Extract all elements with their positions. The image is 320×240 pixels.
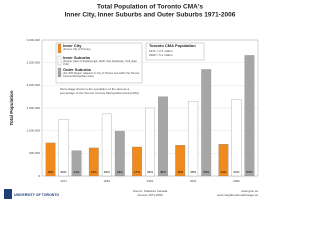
legend-swatch	[57, 43, 62, 54]
percent-label: 21%	[91, 170, 97, 174]
legend-swatch	[57, 67, 62, 78]
legend-description-box: (Former City of Toronto)	[63, 47, 91, 51]
percent-label: 14%	[220, 170, 226, 174]
legend-description: (Former City of Toronto)	[63, 47, 91, 51]
percent-label: 53%	[246, 170, 252, 174]
bar	[175, 145, 186, 177]
percent-label: 29%	[48, 170, 54, 174]
percent-label: 33%	[117, 170, 123, 174]
x-tick-label: 1991	[147, 179, 154, 183]
legend-description-box: (Former cities of Scarborough, North Yor…	[63, 59, 137, 66]
link: www.neighbourhoodchange.ca	[217, 193, 258, 197]
cma-line: 2006 = 5.1 million	[149, 53, 173, 57]
note-text: Percentage shown is the population of th…	[60, 88, 139, 95]
percent-label: 45%	[160, 170, 166, 174]
chart-subtitle: Inner City, Inner Suburbs and Outer Subu…	[65, 12, 236, 19]
legend-swatch	[57, 55, 62, 66]
y-tick-label: 1,000,000	[27, 128, 41, 132]
percent-label: 15%	[177, 170, 183, 174]
percent-label: 17%	[134, 170, 140, 174]
legend-label: Outer Suburbs	[63, 67, 92, 72]
percent-label: 21%	[74, 170, 80, 174]
percent-label: 50%	[203, 170, 209, 174]
x-tick-label: 2006	[233, 179, 240, 183]
note: Percentage shown is the population of th…	[60, 88, 139, 95]
percent-label: 35%	[190, 170, 196, 174]
y-tick-label: 2,000,000	[27, 83, 41, 87]
bar	[188, 101, 199, 177]
x-tick-label: 1971	[60, 179, 67, 183]
bar	[71, 150, 82, 177]
bar	[114, 130, 125, 177]
bar	[231, 99, 242, 177]
x-tick-label: 2001	[190, 179, 197, 183]
legend-description-box: (the '905 Region' adjacent to City of To…	[63, 71, 140, 78]
bar	[158, 96, 168, 177]
legend-description: (Former cities of Scarborough, North Yor…	[63, 59, 137, 66]
y-tick-label: 0	[38, 174, 40, 178]
x-tick-label: 1981	[103, 179, 110, 183]
bar	[45, 142, 56, 177]
bar	[88, 147, 99, 177]
legend-label: Inner Suburbs	[63, 55, 91, 60]
cma-line: 1971 = 2.6 million	[149, 49, 173, 53]
y-tick-label: 500,000	[29, 151, 40, 155]
percent-label: 39%	[147, 170, 153, 174]
y-tick-label: 3,000,000	[27, 38, 41, 42]
cma-title: Toronto CMA Population	[149, 43, 196, 48]
logo-mark	[4, 189, 12, 199]
y-tick-label: 2,500,000	[27, 60, 41, 64]
chart-title: Total Population of Toronto CMA's	[97, 4, 203, 11]
y-tick-label: 1,500,000	[27, 106, 41, 110]
chart: Total Population of Toronto CMA's Inner …	[4, 4, 258, 199]
legend-label: Inner City	[63, 43, 82, 48]
bar	[132, 146, 142, 177]
y-axis-label: Total Population	[9, 90, 14, 125]
bar	[244, 55, 255, 177]
link: www.gtuc.ca	[241, 189, 258, 193]
percent-label: 46%	[104, 170, 110, 174]
bar	[101, 113, 112, 177]
source: Census 1971-2006	[137, 193, 163, 197]
cma-box	[145, 42, 205, 61]
bar	[58, 119, 69, 177]
logo-text: UNIVERSITY OF TORONTO	[14, 193, 59, 197]
percent-label: 50%	[61, 170, 67, 174]
legend-description: (the '905 Region' adjacent to City of To…	[63, 71, 140, 78]
source: Source: Statistics Canada	[133, 189, 168, 193]
legend	[55, 42, 143, 84]
bar	[145, 107, 155, 177]
bar	[218, 144, 229, 177]
percent-label: 33%	[233, 170, 239, 174]
bar	[201, 69, 212, 177]
